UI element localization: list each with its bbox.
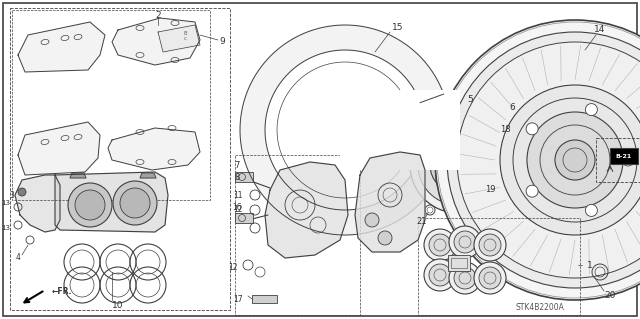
Text: 11: 11: [234, 190, 243, 199]
Bar: [451, 258, 467, 268]
Bar: [252, 295, 277, 303]
Polygon shape: [15, 175, 60, 232]
Text: 2: 2: [155, 11, 161, 19]
Circle shape: [501, 171, 509, 179]
Circle shape: [447, 32, 640, 288]
Text: 15: 15: [392, 24, 404, 33]
Circle shape: [457, 42, 640, 278]
Bar: [235, 172, 253, 182]
Text: B-21: B-21: [616, 153, 632, 159]
Polygon shape: [55, 172, 168, 232]
Circle shape: [410, 117, 506, 213]
Circle shape: [18, 188, 26, 196]
Bar: [596, 138, 640, 182]
Circle shape: [586, 104, 597, 115]
Circle shape: [479, 267, 501, 289]
Polygon shape: [140, 173, 156, 178]
Circle shape: [458, 155, 498, 195]
Circle shape: [113, 181, 157, 225]
Circle shape: [449, 262, 481, 294]
Text: 6: 6: [509, 103, 515, 113]
Circle shape: [454, 267, 476, 289]
Circle shape: [622, 154, 634, 166]
Polygon shape: [355, 152, 425, 252]
Circle shape: [378, 231, 392, 245]
Circle shape: [435, 20, 640, 300]
Circle shape: [430, 137, 486, 193]
Circle shape: [555, 140, 595, 180]
Circle shape: [440, 147, 476, 183]
Text: 12: 12: [228, 263, 238, 272]
Text: 16: 16: [232, 204, 242, 212]
Polygon shape: [18, 22, 105, 72]
Text: 3: 3: [9, 190, 14, 199]
Circle shape: [418, 125, 498, 205]
Text: 21: 21: [417, 218, 428, 226]
Circle shape: [474, 262, 506, 294]
Polygon shape: [240, 25, 447, 235]
Text: 13: 13: [1, 225, 10, 231]
Text: 20: 20: [604, 291, 616, 300]
Bar: [448, 255, 470, 271]
Text: 7: 7: [234, 160, 240, 169]
Polygon shape: [158, 25, 200, 52]
Text: 5: 5: [467, 95, 473, 105]
Polygon shape: [70, 173, 86, 178]
Text: B
c: B c: [183, 31, 187, 41]
Text: 19: 19: [484, 186, 495, 195]
Circle shape: [424, 259, 456, 291]
Circle shape: [452, 155, 460, 163]
Circle shape: [483, 145, 490, 153]
Polygon shape: [112, 18, 200, 65]
Circle shape: [75, 190, 105, 220]
Bar: [340, 90, 460, 170]
Circle shape: [429, 234, 451, 256]
Text: 9: 9: [219, 38, 225, 47]
Circle shape: [365, 213, 379, 227]
Circle shape: [454, 231, 476, 253]
Text: 18: 18: [500, 125, 510, 135]
Circle shape: [479, 234, 501, 256]
Circle shape: [424, 229, 456, 261]
Circle shape: [483, 197, 490, 205]
Circle shape: [449, 226, 481, 258]
Polygon shape: [265, 162, 348, 258]
Text: 13: 13: [1, 200, 10, 206]
Text: 12: 12: [234, 205, 243, 214]
Circle shape: [120, 188, 150, 218]
Text: 1: 1: [587, 261, 593, 270]
Circle shape: [474, 229, 506, 261]
Text: 17: 17: [234, 295, 243, 305]
Circle shape: [526, 185, 538, 197]
Text: ←FR.: ←FR.: [52, 287, 72, 296]
Circle shape: [452, 187, 460, 195]
Text: 14: 14: [595, 26, 605, 34]
Circle shape: [586, 204, 597, 216]
Circle shape: [527, 112, 623, 208]
Circle shape: [429, 264, 451, 286]
Bar: [235, 213, 253, 223]
Polygon shape: [108, 128, 200, 170]
Circle shape: [436, 133, 520, 217]
Text: STK4B2200A: STK4B2200A: [516, 303, 564, 313]
Text: 8: 8: [234, 174, 240, 182]
Text: 4: 4: [15, 254, 20, 263]
Circle shape: [68, 183, 112, 227]
Polygon shape: [18, 122, 100, 175]
Text: 10: 10: [112, 300, 124, 309]
Circle shape: [526, 123, 538, 135]
Bar: [610, 148, 638, 164]
Circle shape: [500, 85, 640, 235]
